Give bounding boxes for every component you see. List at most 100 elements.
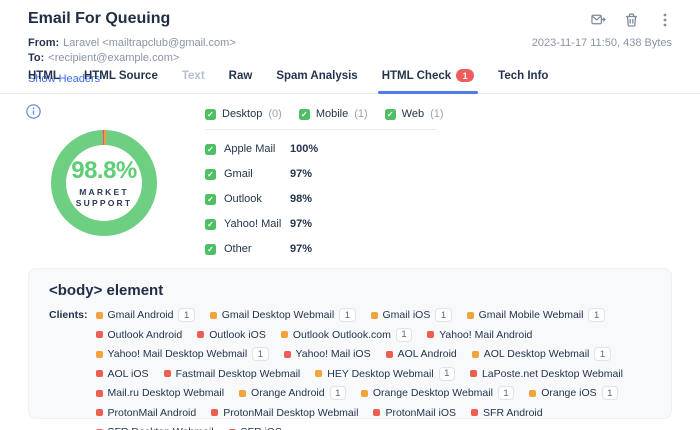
error-dot-icon xyxy=(163,370,171,377)
support-section: Desktop (0) Mobile (1) Web (1) Apple Mail 100%… xyxy=(205,108,444,255)
support-row-outlook: Outlook 98% xyxy=(205,193,437,205)
client-chip-name: Orange Desktop Webmail xyxy=(372,387,493,399)
tab-text[interactable]: Text xyxy=(182,70,205,93)
info-icon[interactable] xyxy=(26,104,41,119)
client-chip-count: 1 xyxy=(435,308,452,322)
client-chip-aol-desktop-webmail: AOL Desktop Webmail 1 xyxy=(471,347,611,361)
tab-html-source[interactable]: HTML Source xyxy=(84,70,158,93)
market-support-percent: 98.8% xyxy=(71,157,137,184)
to-value: <recipient@example.com> xyxy=(48,52,180,64)
email-meta: From: Laravel <mailtrapclub@gmail.com> To… xyxy=(28,36,672,66)
support-row-apple-mail: Apple Mail 100% xyxy=(205,143,437,155)
tab-label: Text xyxy=(181,70,205,82)
error-dot-icon xyxy=(427,331,435,338)
checkbox-checked-icon[interactable] xyxy=(205,143,216,155)
error-dot-icon xyxy=(95,428,103,430)
tab-tech-info[interactable]: Tech Info xyxy=(498,70,548,93)
client-chip-yahoo-mail-desktop-webmail: Yahoo! Mail Desktop Webmail 1 xyxy=(95,347,269,361)
error-dot-icon xyxy=(283,350,291,358)
client-chip-name: Fastmail Desktop Webmail xyxy=(175,367,301,380)
tab-label: HTML xyxy=(28,70,60,82)
forward-email-icon[interactable] xyxy=(591,12,606,27)
checkbox-checked-icon[interactable] xyxy=(205,168,216,180)
client-chip-aol-android: AOL Android xyxy=(385,347,457,361)
issue-title: <body> element xyxy=(49,282,164,299)
client-chip-name: Outlook iOS xyxy=(209,328,266,341)
client-chip-name: Gmail iOS xyxy=(382,309,431,321)
checkbox-checked-icon[interactable] xyxy=(298,108,310,120)
client-chip-name: Yahoo! Mail Desktop Webmail xyxy=(107,348,248,360)
warning-dot-icon xyxy=(239,389,247,397)
clients-row: Clients: Gmail Android 1 Gmail Desktop Web… xyxy=(49,308,651,430)
tab-spam-analysis[interactable]: Spam Analysis xyxy=(276,70,357,93)
client-chip-sfr-android: SFR Android xyxy=(471,406,543,420)
error-dot-icon xyxy=(469,370,477,377)
checkbox-checked-icon[interactable] xyxy=(205,218,216,230)
support-list: Apple Mail 100% Gmail 97% Outlook 98% Yahoo! M… xyxy=(205,143,437,255)
header-actions: 2023-11-17 11:50, 438 Bytes xyxy=(532,12,672,49)
client-chip-count: 1 xyxy=(601,386,618,400)
client-chip-name: HEY Desktop Webmail xyxy=(327,367,434,380)
client-chip-count: 1 xyxy=(339,308,356,322)
client-chip-count: 1 xyxy=(178,308,195,322)
client-chip-count: 1 xyxy=(329,386,346,400)
client-chip-protonmail-ios: ProtonMail iOS xyxy=(373,406,456,420)
warning-dot-icon xyxy=(95,350,103,358)
error-dot-icon xyxy=(95,331,103,338)
checkbox-checked-icon[interactable] xyxy=(205,243,216,255)
warning-dot-icon xyxy=(209,311,217,319)
client-support-percent: 97% xyxy=(290,243,313,255)
tab-bar: HTML HTML Source Text Raw Spam Analysis HTML … xyxy=(0,69,700,94)
checkbox-checked-icon[interactable] xyxy=(384,108,396,120)
delete-icon[interactable] xyxy=(624,12,639,27)
clients-label: Clients: xyxy=(49,309,88,321)
client-chip-outlook-ios: Outlook iOS xyxy=(197,328,266,342)
tab-label: HTML Check xyxy=(381,70,452,82)
client-chip-protonmail-desktop-webmail: ProtonMail Desktop Webmail xyxy=(211,406,358,420)
filter-desktop[interactable]: Desktop (0) xyxy=(205,108,282,120)
tab-html[interactable]: HTML xyxy=(28,70,60,93)
client-name: Gmail xyxy=(224,168,253,180)
client-chip-name: Gmail Desktop Webmail xyxy=(221,309,335,321)
client-chip-name: Yahoo! Mail Android xyxy=(439,328,533,341)
market-support-donut-chart: 98.8% MARKET SUPPORT xyxy=(51,130,157,236)
warning-dot-icon xyxy=(471,350,479,358)
checkbox-checked-icon[interactable] xyxy=(205,108,216,120)
filter-label: Web xyxy=(401,108,425,120)
client-chip-name: AOL Android xyxy=(397,348,457,360)
error-dot-icon xyxy=(385,350,393,358)
client-chip-protonmail-android: ProtonMail Android xyxy=(95,406,196,420)
support-row-gmail: Gmail 97% xyxy=(205,168,437,180)
error-dot-icon xyxy=(95,370,103,377)
warning-dot-icon xyxy=(315,370,323,377)
filter-mobile[interactable]: Mobile (1) xyxy=(298,108,368,120)
client-chip-laposte-net-desktop-webmail: LaPoste.net Desktop Webmail xyxy=(469,367,623,381)
email-timestamp: 2023-11-17 11:50, 438 Bytes xyxy=(531,37,672,49)
client-chip-count: 1 xyxy=(588,308,605,322)
tab-label: Raw xyxy=(228,70,253,82)
support-row-other: Other 97% xyxy=(205,243,437,255)
more-menu-icon[interactable] xyxy=(657,12,672,27)
tab-raw[interactable]: Raw xyxy=(229,70,253,93)
client-chip-count: 1 xyxy=(252,347,269,361)
show-headers-link[interactable]: Show Headers xyxy=(28,73,101,85)
filter-web[interactable]: Web (1) xyxy=(384,108,444,120)
tab-html-check[interactable]: HTML Check 1 xyxy=(377,69,479,94)
from-row: From: Laravel <mailtrapclub@gmail.com> xyxy=(28,36,672,51)
filter-label: Mobile xyxy=(315,108,349,120)
client-chip-yahoo-mail-android: Yahoo! Mail Android xyxy=(427,328,532,342)
filter-label: Desktop xyxy=(222,108,263,120)
tab-label: Tech Info xyxy=(498,70,549,82)
client-name: Apple Mail xyxy=(224,143,276,155)
client-chip-count: 1 xyxy=(497,386,515,400)
client-chip-count: 1 xyxy=(438,366,455,381)
client-chip-outlook-android: Outlook Android xyxy=(95,328,182,342)
warning-dot-icon xyxy=(529,389,537,397)
filter-count: (1) xyxy=(430,108,444,120)
warning-dot-icon xyxy=(280,331,288,338)
tab-label: Spam Analysis xyxy=(276,70,358,82)
client-chip-fastmail-desktop-webmail: Fastmail Desktop Webmail xyxy=(163,367,301,381)
client-chip-name: SFR Desktop Webmail xyxy=(108,426,214,430)
client-chip-name: ProtonMail Desktop Webmail xyxy=(223,406,359,419)
checkbox-checked-icon[interactable] xyxy=(205,193,216,205)
